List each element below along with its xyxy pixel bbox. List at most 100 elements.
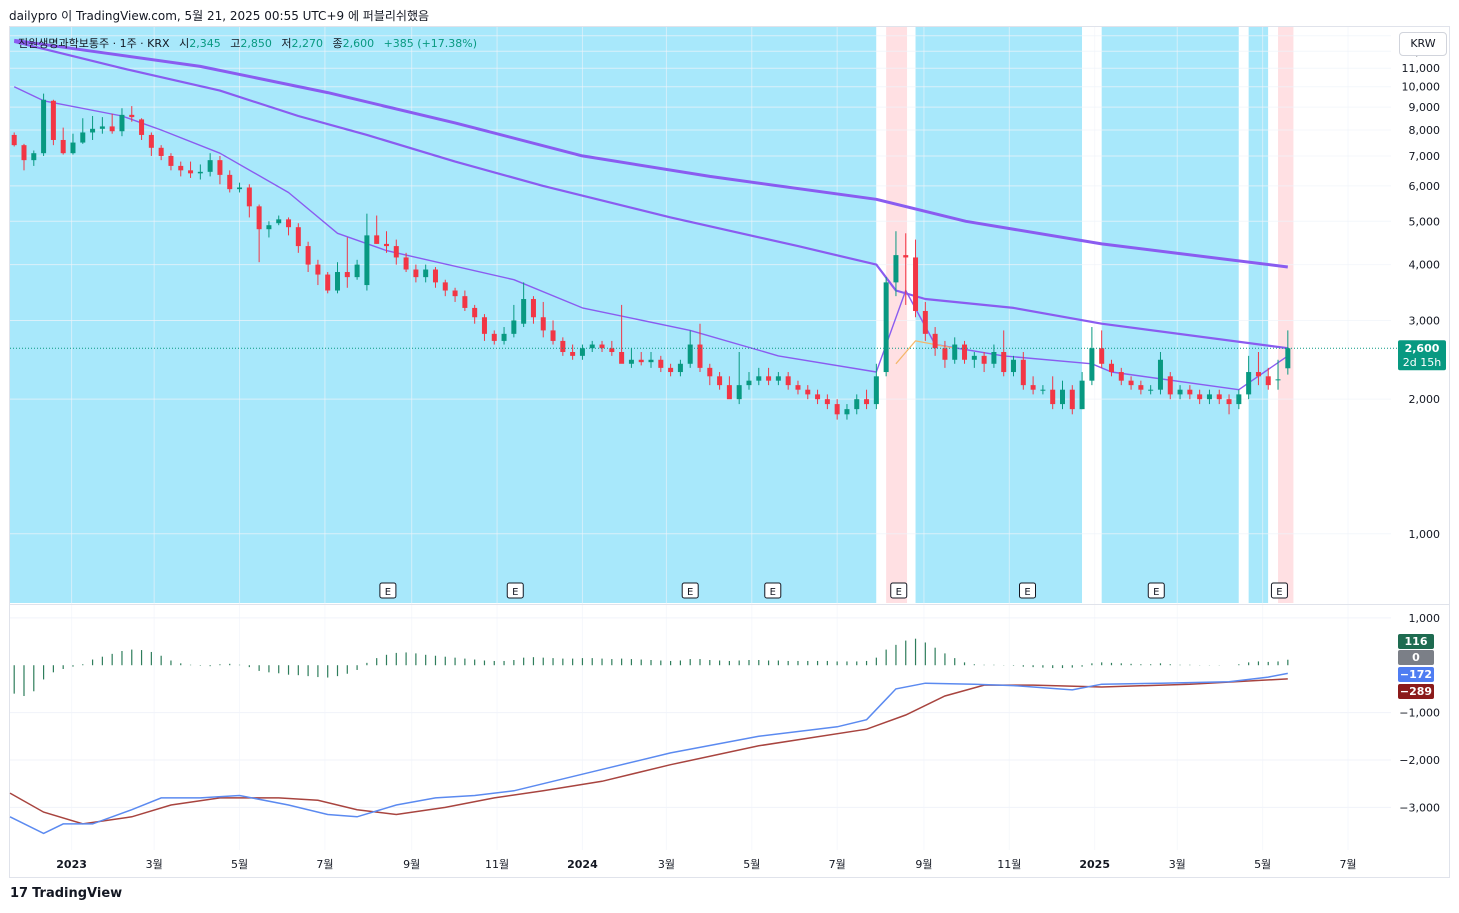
moving-average-line bbox=[13, 86, 1289, 391]
macd-signal-line bbox=[9, 678, 1288, 825]
zone-cyan bbox=[1101, 27, 1239, 603]
candle-body bbox=[41, 99, 47, 154]
change-value: +385 (+17.38%) bbox=[383, 37, 478, 50]
time-tick-label: 9월 bbox=[403, 858, 420, 871]
open-value: 2,345 bbox=[189, 37, 221, 50]
candle-body bbox=[756, 376, 762, 381]
candle-body bbox=[119, 114, 125, 132]
earnings-marker-label: E bbox=[1024, 587, 1030, 598]
candle-body bbox=[1001, 352, 1007, 373]
price-tick-label: 6,000 bbox=[1409, 180, 1441, 193]
candle-body bbox=[442, 282, 448, 291]
candle-body bbox=[1079, 380, 1085, 410]
time-tick-label: 5월 bbox=[231, 858, 248, 871]
candle-body bbox=[854, 399, 860, 410]
candle-body bbox=[1187, 389, 1193, 395]
candle-body bbox=[717, 376, 723, 386]
candle-body bbox=[393, 246, 399, 258]
candle-body bbox=[746, 380, 752, 386]
candle-body bbox=[540, 317, 546, 331]
candle-body bbox=[1011, 359, 1017, 373]
macd-value-label: 116 bbox=[1405, 635, 1428, 648]
candle-body bbox=[883, 282, 889, 373]
candle-body bbox=[1285, 348, 1291, 369]
time-tick-label: 7월 bbox=[316, 858, 333, 871]
zone-white bbox=[1238, 27, 1249, 603]
candle-body bbox=[295, 227, 301, 247]
earnings-marker bbox=[1147, 582, 1165, 599]
candle-body bbox=[50, 100, 56, 140]
candle-body bbox=[99, 126, 105, 129]
price-tick-label: 9,000 bbox=[1409, 101, 1441, 114]
earnings-marker-label: E bbox=[512, 587, 518, 598]
high-label: 고 bbox=[230, 37, 241, 50]
macd-value-badge bbox=[1398, 684, 1434, 699]
candle-body bbox=[873, 376, 879, 405]
earnings-marker bbox=[764, 582, 782, 599]
earnings-marker bbox=[506, 582, 524, 599]
time-tick-label: 3월 bbox=[146, 858, 163, 871]
candle-body bbox=[687, 344, 693, 364]
macd-value-badge bbox=[1398, 650, 1434, 665]
candle-body bbox=[1216, 394, 1222, 400]
candle-body bbox=[1020, 359, 1026, 386]
candle-body bbox=[256, 206, 262, 230]
candle-body bbox=[501, 333, 507, 341]
time-tick-label: 11월 bbox=[485, 858, 509, 871]
earnings-marker-label: E bbox=[687, 587, 693, 598]
candle-body bbox=[1059, 389, 1065, 405]
low-label: 저 bbox=[281, 37, 292, 50]
time-tick-label: 3월 bbox=[1169, 858, 1186, 871]
zone-cyan bbox=[1248, 27, 1269, 603]
moving-average-line bbox=[13, 40, 1288, 350]
candle-body bbox=[1275, 379, 1281, 381]
price-tick-label: 3,000 bbox=[1409, 314, 1441, 327]
publish-header: dailypro 이 TradingView.com, 5월 21, 2025 … bbox=[9, 9, 430, 23]
close-value: 2,600 bbox=[342, 37, 375, 50]
chart-frame bbox=[9, 26, 1450, 878]
price-tick-label: 2,000 bbox=[1409, 393, 1441, 406]
candle-body bbox=[1167, 376, 1173, 395]
earnings-marker-label: E bbox=[1153, 587, 1159, 598]
candle-body bbox=[521, 299, 527, 324]
currency-button[interactable]: KRW bbox=[1399, 32, 1447, 56]
macd-value-badge bbox=[1398, 667, 1434, 682]
candle-body bbox=[785, 376, 791, 386]
candle-body bbox=[1138, 385, 1144, 390]
candle-body bbox=[560, 340, 566, 353]
candle-body bbox=[1050, 389, 1056, 405]
candle-body bbox=[383, 243, 389, 247]
high-value: 2,850 bbox=[240, 37, 272, 50]
symbol-name: 진원생명과학보통주 · 1주 · KRX bbox=[18, 37, 170, 50]
grid-lines bbox=[10, 27, 1391, 850]
candle-body bbox=[364, 235, 370, 286]
candle-body bbox=[589, 344, 595, 349]
macd-value-badge bbox=[1398, 634, 1434, 649]
candle-body bbox=[188, 170, 194, 174]
candle-body bbox=[570, 352, 576, 356]
candle-body bbox=[354, 264, 360, 278]
candle-body bbox=[432, 269, 438, 283]
candle-body bbox=[344, 272, 350, 278]
candle-body bbox=[619, 352, 625, 364]
candle-body bbox=[129, 114, 135, 118]
earnings-marker bbox=[1019, 582, 1037, 599]
candle-body bbox=[628, 359, 634, 364]
candle-body bbox=[403, 257, 409, 270]
time-tick-label: 3월 bbox=[658, 858, 675, 871]
candle-body bbox=[11, 134, 17, 146]
candle-body bbox=[80, 132, 86, 143]
candle-body bbox=[903, 255, 909, 258]
candle-body bbox=[70, 142, 76, 154]
candle-body bbox=[315, 264, 321, 275]
candle-body bbox=[1236, 394, 1242, 405]
tradingview-footer[interactable]: 17 TradingView bbox=[10, 886, 122, 901]
candle-body bbox=[1197, 394, 1203, 400]
earnings-marker bbox=[1270, 582, 1288, 599]
candle-body bbox=[981, 355, 987, 364]
candle-body bbox=[286, 219, 292, 228]
candle-body bbox=[795, 385, 801, 390]
candle-body bbox=[1099, 348, 1105, 364]
earnings-marker-label: E bbox=[770, 587, 776, 598]
